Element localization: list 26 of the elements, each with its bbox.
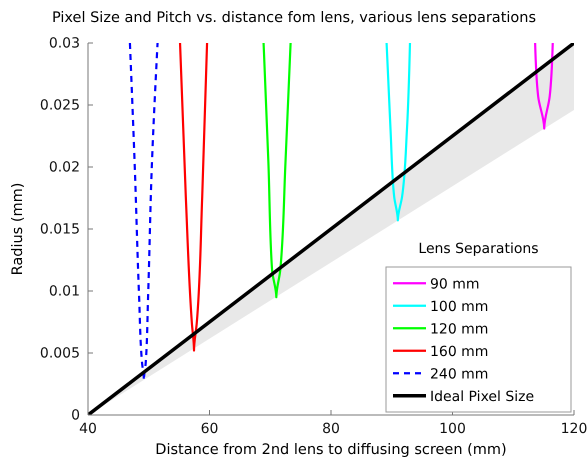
y-tick-label: 0.03 — [48, 35, 80, 52]
y-tick-label: 0.02 — [48, 159, 80, 176]
legend-label: 100 mm — [430, 298, 488, 315]
legend-label: 240 mm — [430, 366, 488, 382]
x-tick-label: 60 — [200, 420, 218, 437]
x-tick-label: 100 — [439, 420, 466, 437]
line-series — [385, 43, 412, 222]
line-series — [262, 43, 292, 298]
y-tick-label: 0.025 — [40, 97, 80, 114]
x-axis-title: Distance from 2nd lens to diffusing screen (mm) — [155, 442, 507, 458]
y-tick-label: 0.005 — [40, 345, 80, 362]
y-tick-label: 0 — [71, 407, 80, 424]
y-tick-label: 0.015 — [40, 221, 80, 238]
x-tick-label: 120 — [560, 420, 588, 437]
legend-title: Lens Separations — [418, 241, 539, 257]
legend-label: Ideal Pixel Size — [430, 388, 534, 405]
chart-title: Pixel Size and Pitch vs. distance fom lens, various lens separations — [52, 10, 536, 26]
legend-label: 90 mm — [430, 276, 480, 292]
legend-label: 120 mm — [430, 321, 488, 338]
line-series — [178, 43, 208, 352]
x-tick-label: 80 — [322, 420, 340, 437]
y-axis-title: Radius (mm) — [10, 182, 26, 276]
line-series — [128, 43, 159, 382]
legend-label: 160 mm — [430, 344, 488, 360]
y-tick-label: 0.01 — [48, 283, 80, 300]
x-tick-label: 40 — [79, 420, 97, 437]
